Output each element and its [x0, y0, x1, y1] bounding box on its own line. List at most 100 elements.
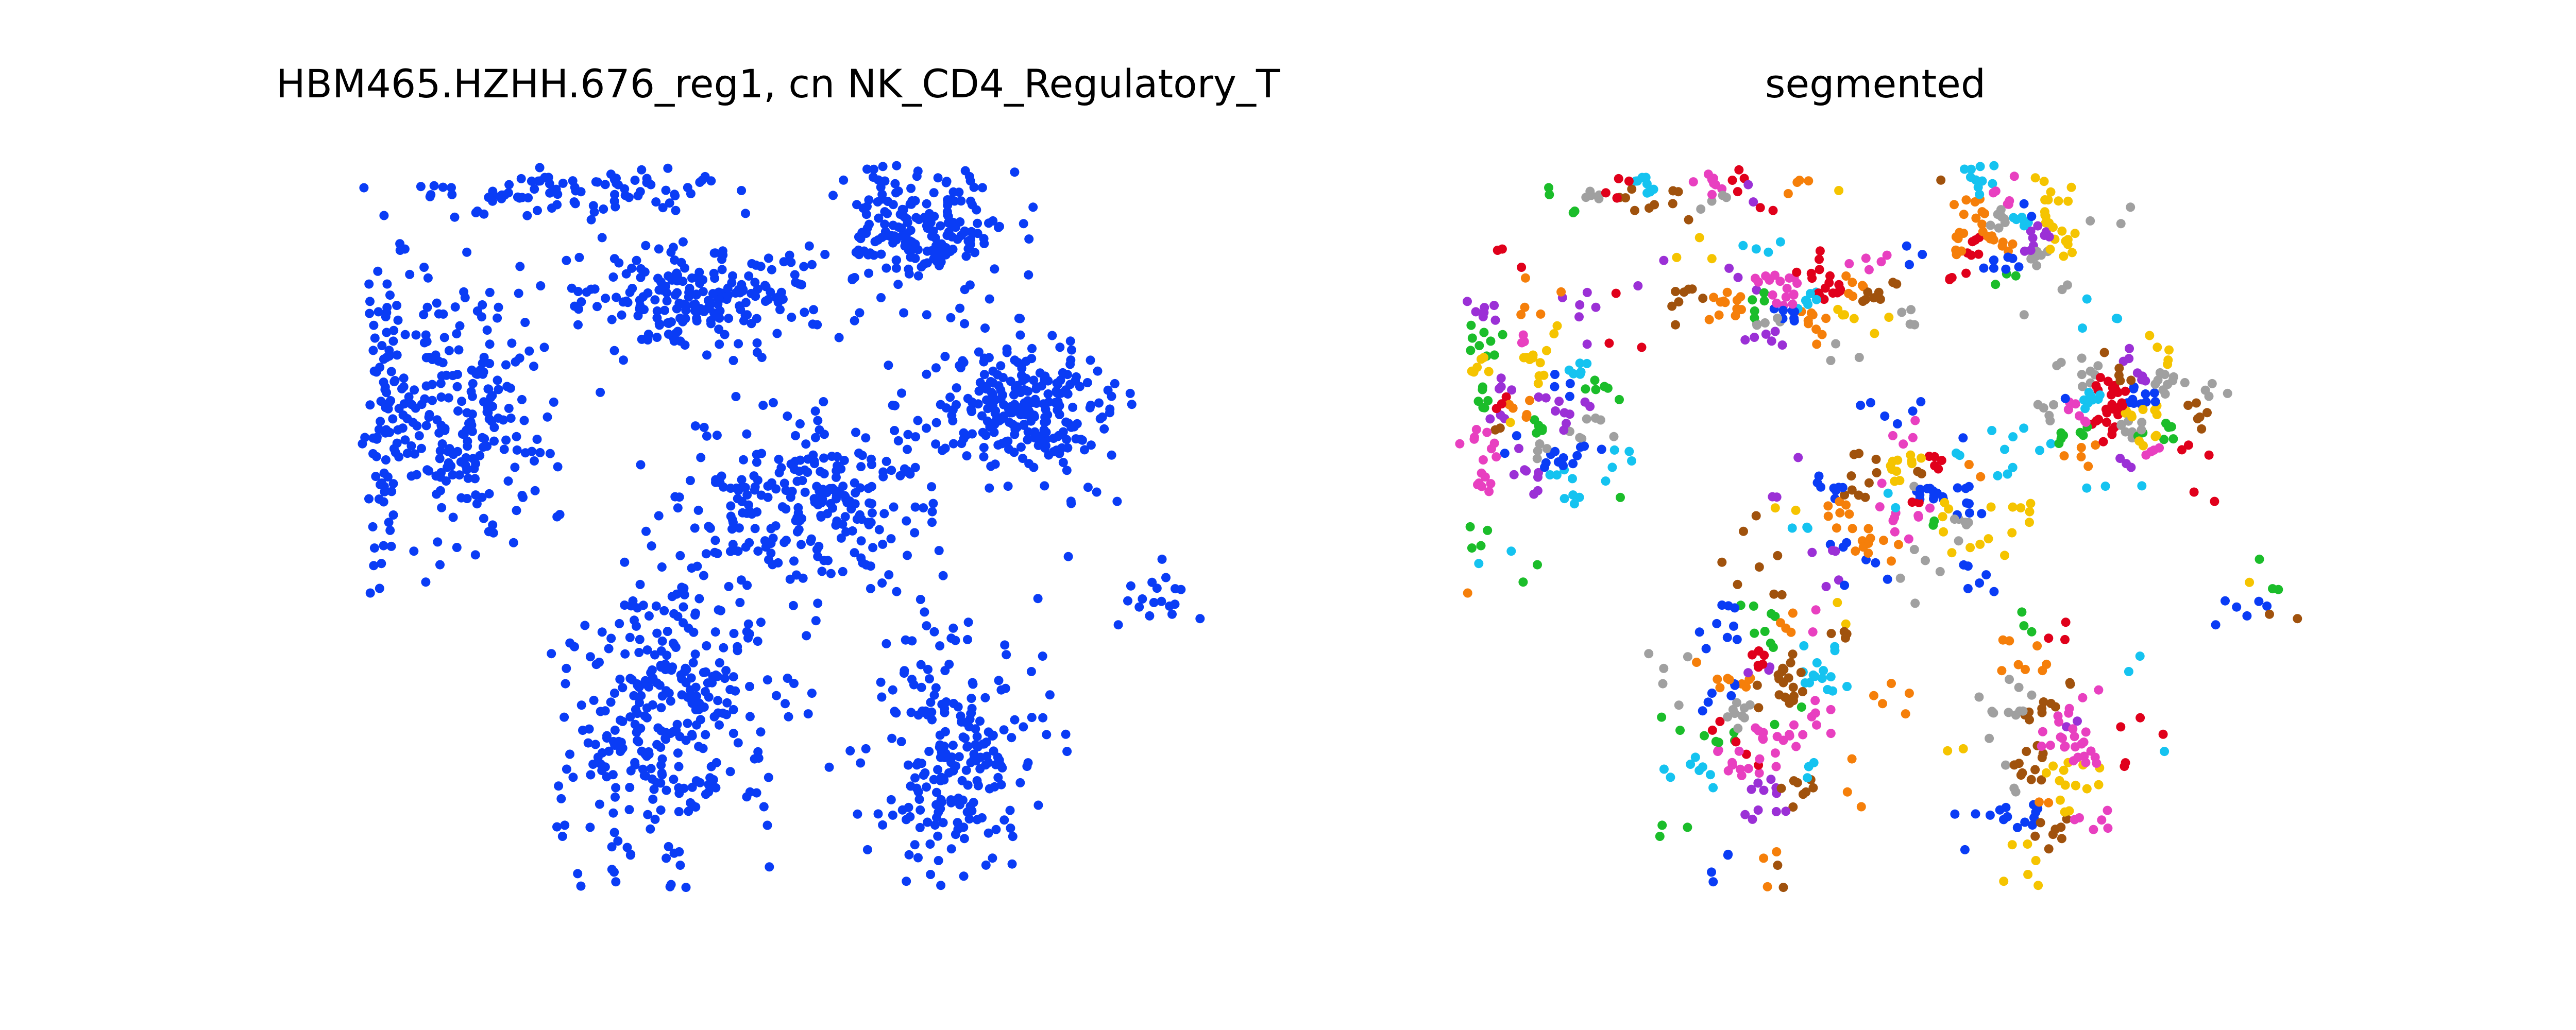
- segment-point: [1770, 719, 1780, 729]
- segment-point: [1848, 524, 1857, 534]
- cell-point: [946, 798, 956, 808]
- segment-point: [1731, 737, 1741, 747]
- cell-point: [925, 674, 934, 684]
- cell-point: [1015, 330, 1025, 340]
- segment-point: [1709, 293, 1719, 302]
- cell-point: [499, 444, 509, 454]
- cell-point: [607, 842, 617, 852]
- segment-point: [1519, 353, 1529, 363]
- segment-point: [1581, 384, 1590, 394]
- cell-point: [680, 590, 689, 599]
- cell-point: [891, 188, 901, 198]
- segment-point: [1533, 486, 1543, 495]
- cell-point: [669, 848, 679, 858]
- cell-point: [966, 405, 976, 414]
- segment-point: [1743, 764, 1753, 774]
- segment-point: [1999, 877, 2009, 886]
- segment-point: [1707, 725, 1717, 735]
- cell-point: [606, 633, 616, 643]
- segment-point: [2015, 706, 2025, 716]
- cell-point: [835, 488, 844, 498]
- segment-point: [1569, 369, 1579, 379]
- cell-point: [685, 476, 695, 486]
- cell-point: [704, 780, 714, 789]
- cell-point: [1157, 596, 1166, 606]
- cell-point: [404, 392, 414, 402]
- cell-point: [463, 473, 473, 483]
- cell-point: [519, 416, 529, 425]
- cell-point: [802, 631, 811, 641]
- segment-point: [1568, 490, 1578, 500]
- segment-point: [2155, 443, 2164, 453]
- segment-point: [1504, 400, 1514, 409]
- scatter-panel-left: [358, 161, 1205, 892]
- segment-point: [1904, 689, 1914, 698]
- cell-point: [359, 183, 369, 193]
- cell-point: [994, 381, 1004, 391]
- cell-point: [888, 220, 898, 230]
- cell-point: [764, 253, 773, 263]
- cell-point: [744, 538, 754, 547]
- cell-point: [962, 807, 972, 817]
- cell-point: [512, 432, 521, 441]
- segment-point: [1707, 196, 1717, 206]
- cell-point: [722, 698, 732, 708]
- segment-point: [2077, 370, 2087, 380]
- segment-point: [2055, 776, 2064, 785]
- cell-point: [543, 412, 552, 422]
- segment-point: [1759, 296, 1769, 306]
- cell-point: [961, 251, 971, 261]
- cell-point: [681, 663, 690, 673]
- segment-point: [1858, 297, 1868, 306]
- cell-point: [461, 453, 471, 462]
- cell-point: [617, 310, 626, 320]
- segment-point: [2134, 436, 2144, 446]
- segment-point: [1688, 177, 1698, 187]
- segment-point: [1973, 182, 1983, 192]
- segment-point: [2032, 261, 2042, 270]
- cell-point: [609, 828, 619, 837]
- segment-point: [1947, 548, 1957, 558]
- cell-point: [867, 508, 877, 518]
- cell-point: [540, 173, 550, 182]
- segment-point: [2023, 870, 2033, 879]
- cell-point: [388, 414, 398, 424]
- segment-point: [1533, 560, 1542, 570]
- cell-point: [478, 300, 487, 310]
- segment-point: [2033, 221, 2043, 231]
- segment-point: [1811, 324, 1821, 334]
- segment-point: [1789, 316, 1799, 325]
- segment-point: [1943, 746, 1953, 756]
- cell-point: [597, 627, 607, 637]
- segment-point: [1906, 305, 1916, 315]
- segment-point: [1989, 161, 1999, 170]
- cell-point: [734, 486, 743, 495]
- cell-point: [1062, 466, 1072, 475]
- segment-point: [1989, 188, 1998, 198]
- cell-point: [690, 421, 700, 431]
- cell-point: [679, 602, 688, 612]
- segment-point: [2091, 440, 2100, 450]
- cell-point: [582, 287, 591, 297]
- segment-point: [1630, 205, 1639, 215]
- segment-point: [2048, 830, 2058, 839]
- cell-point: [478, 358, 487, 368]
- cell-point: [1134, 602, 1144, 612]
- segment-point: [1732, 634, 1742, 644]
- segment-point: [2026, 775, 2036, 784]
- cell-point: [812, 545, 822, 554]
- segment-point: [2037, 775, 2046, 785]
- cell-point: [717, 265, 727, 274]
- cell-point: [915, 822, 925, 832]
- cell-point: [428, 396, 437, 405]
- cell-point: [657, 754, 667, 764]
- segment-point: [1959, 210, 1969, 219]
- segment-point: [2056, 822, 2066, 832]
- cell-point: [1017, 364, 1027, 373]
- segment-point: [1466, 346, 1476, 355]
- cell-point: [978, 427, 988, 437]
- segment-point: [1804, 762, 1814, 771]
- cell-point: [659, 606, 669, 615]
- cell-point: [1080, 445, 1089, 455]
- segment-point: [1471, 425, 1481, 434]
